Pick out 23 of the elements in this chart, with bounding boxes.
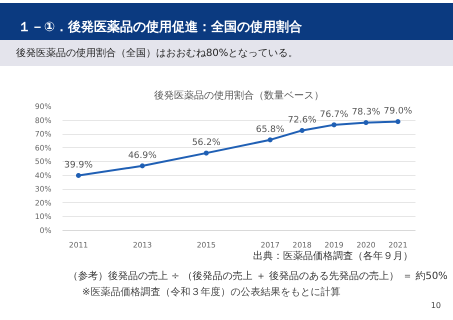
point: [363, 120, 368, 126]
text: 後発医薬品の使用割合（数量ベース）: [154, 90, 324, 102]
point: [268, 137, 273, 142]
data-label: 76.7%: [320, 110, 349, 120]
point: [140, 163, 145, 168]
data-label: 72.6%: [288, 115, 317, 126]
data-label: 65.8%: [256, 124, 285, 135]
text: （参考）後発品の売上 ÷ （後発品の売上 ＋ 後発品のある先発品の売上） ＝ 約50%: [68, 270, 448, 284]
text: 10: [430, 300, 441, 312]
data-label: 39.9%: [64, 160, 94, 171]
data-label: 78.3%: [352, 108, 381, 118]
data-label: 79.0%: [384, 106, 413, 117]
point: [395, 119, 400, 124]
chart-title: １－①．後発医薬品の使用促進：全国の使用割合: [18, 19, 302, 37]
point: [300, 128, 305, 133]
point: [204, 150, 209, 156]
point: [76, 173, 81, 178]
data-label: 56.2%: [192, 138, 221, 148]
source-note: 出典：医薬品価格調査（各年９月）: [253, 250, 413, 264]
chart-subtitle: 後発医薬品の使用割合（全国）はおおむね80%となっている。: [16, 47, 298, 61]
data-label: 46.9%: [128, 150, 158, 161]
point: [332, 122, 337, 128]
text: ※医薬品価格調査（令和３年度）の公表結果をもとに計算: [82, 286, 340, 300]
